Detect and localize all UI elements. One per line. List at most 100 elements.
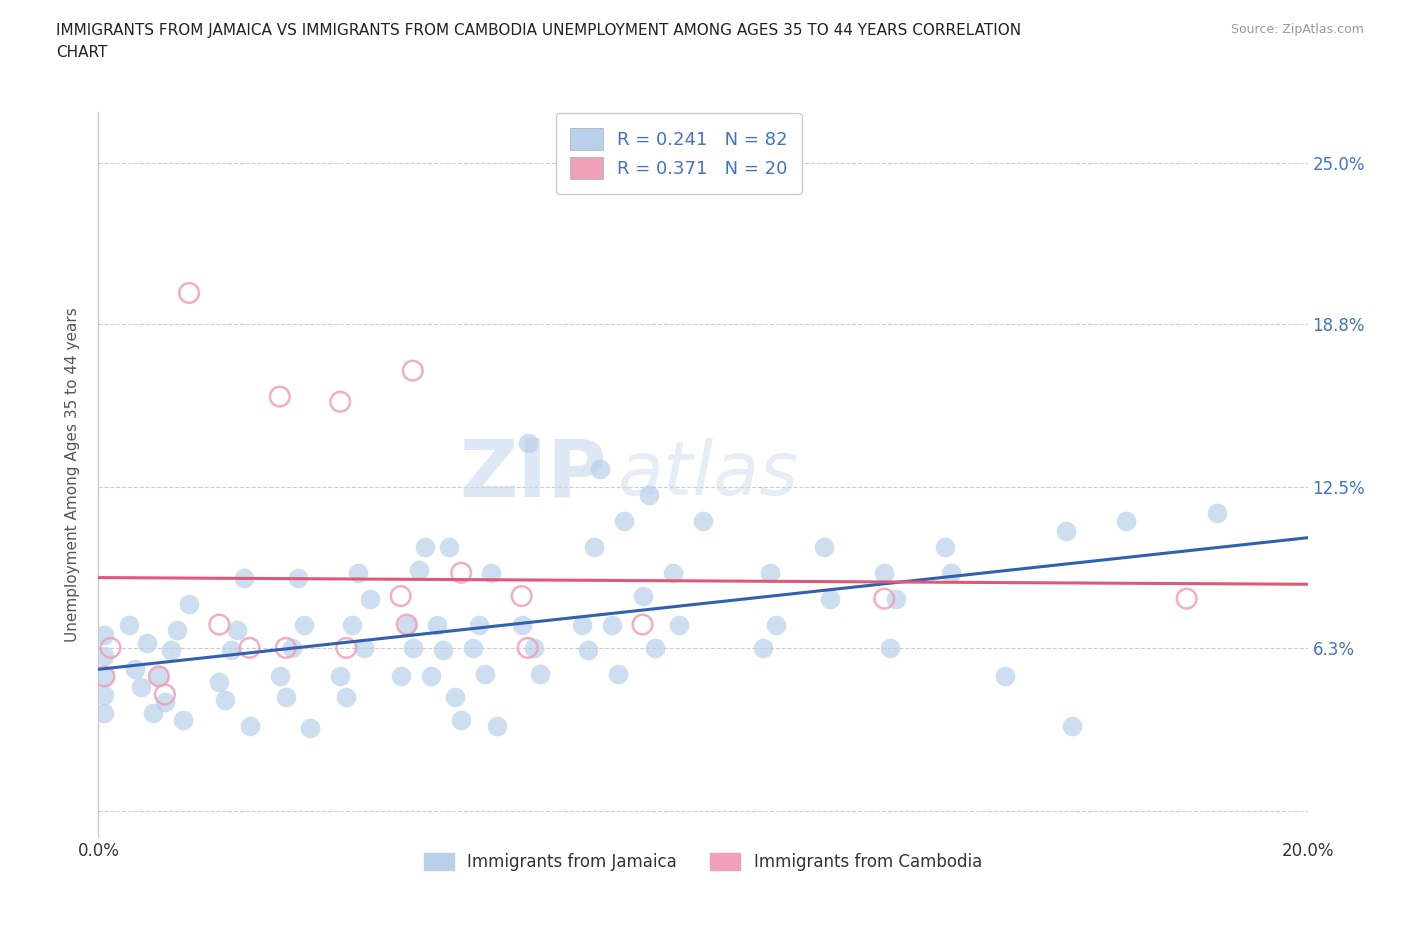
Point [571, 618, 593, 632]
Point [274, 690, 297, 705]
Point [402, 641, 425, 656]
Point [529, 667, 551, 682]
Point [510, 618, 533, 632]
Point [413, 539, 436, 554]
Point [516, 436, 538, 451]
Point [576, 643, 599, 658]
Point [269, 389, 291, 404]
Point [486, 718, 509, 733]
Point [668, 618, 690, 632]
Point [661, 565, 683, 580]
Point [124, 661, 146, 676]
Point [939, 565, 962, 580]
Point [93, 628, 115, 643]
Point [93, 669, 115, 684]
Point [934, 539, 956, 554]
Point [239, 641, 262, 656]
Y-axis label: Unemployment Among Ages 35 to 44 years: Unemployment Among Ages 35 to 44 years [65, 307, 80, 642]
Point [353, 641, 375, 656]
Point [613, 513, 636, 528]
Point [474, 667, 496, 682]
Point [1206, 506, 1229, 521]
Point [226, 622, 249, 637]
Point [813, 539, 835, 554]
Point [444, 690, 467, 705]
Point [208, 618, 231, 632]
Point [692, 513, 714, 528]
Point [389, 669, 412, 684]
Point [281, 641, 304, 656]
Point [129, 679, 152, 694]
Point [450, 565, 472, 580]
Point [148, 669, 170, 684]
Point [886, 591, 908, 606]
Point [873, 565, 896, 580]
Point [287, 570, 309, 585]
Point [93, 687, 115, 702]
Point [1060, 718, 1083, 733]
Point [607, 667, 630, 682]
Point [752, 641, 775, 656]
Point [347, 565, 370, 580]
Point [1054, 524, 1077, 538]
Point [214, 692, 236, 707]
Point [402, 364, 425, 379]
Legend: Immigrants from Jamaica, Immigrants from Cambodia: Immigrants from Jamaica, Immigrants from… [416, 844, 990, 880]
Point [631, 618, 654, 632]
Point [93, 648, 115, 663]
Point [292, 618, 315, 632]
Point [239, 718, 262, 733]
Point [208, 674, 231, 689]
Point [118, 618, 141, 632]
Point [765, 618, 787, 632]
Point [637, 487, 659, 502]
Point [100, 641, 122, 656]
Text: atlas: atlas [619, 438, 800, 511]
Point [179, 596, 201, 611]
Point [135, 635, 157, 650]
Point [179, 286, 201, 300]
Point [994, 669, 1017, 684]
Point [395, 618, 418, 632]
Point [360, 591, 382, 606]
Point [873, 591, 896, 606]
Point [468, 618, 491, 632]
Point [589, 461, 612, 476]
Point [432, 643, 454, 658]
Point [153, 687, 176, 702]
Point [93, 669, 115, 684]
Point [153, 695, 176, 710]
Point [232, 570, 254, 585]
Point [631, 589, 654, 604]
Point [1115, 513, 1137, 528]
Point [389, 589, 412, 604]
Point [93, 705, 115, 720]
Point [644, 641, 666, 656]
Point [583, 539, 606, 554]
Point [329, 669, 352, 684]
Point [408, 563, 430, 578]
Point [160, 643, 183, 658]
Text: CHART: CHART [56, 45, 108, 60]
Text: IMMIGRANTS FROM JAMAICA VS IMMIGRANTS FROM CAMBODIA UNEMPLOYMENT AMONG AGES 35 T: IMMIGRANTS FROM JAMAICA VS IMMIGRANTS FR… [56, 23, 1021, 38]
Point [510, 589, 533, 604]
Point [166, 622, 188, 637]
Point [758, 565, 780, 580]
Point [516, 641, 538, 656]
Point [450, 713, 472, 728]
Point [420, 669, 443, 684]
Point [437, 539, 460, 554]
Point [172, 713, 194, 728]
Point [1175, 591, 1198, 606]
Point [335, 641, 357, 656]
Point [148, 669, 170, 684]
Point [269, 669, 291, 684]
Point [523, 641, 546, 656]
Point [142, 705, 165, 720]
Point [879, 641, 901, 656]
Point [818, 591, 841, 606]
Point [221, 643, 243, 658]
Point [602, 618, 624, 632]
Point [299, 721, 322, 736]
Text: ZIP: ZIP [458, 435, 606, 513]
